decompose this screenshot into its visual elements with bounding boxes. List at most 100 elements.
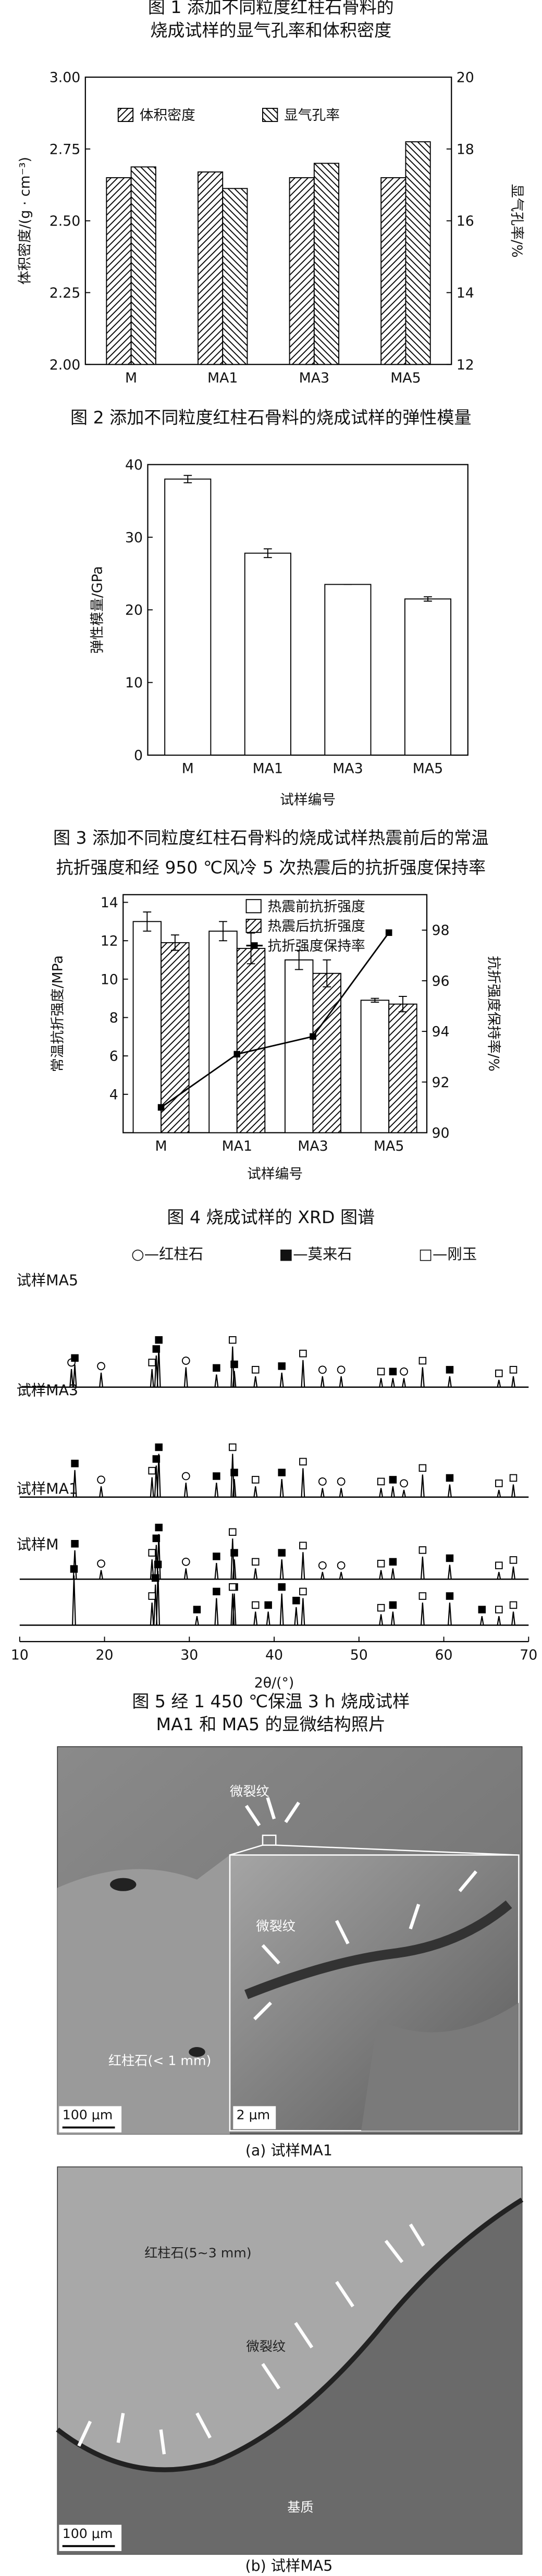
line bbox=[161, 932, 390, 1108]
phase-marker bbox=[278, 1549, 286, 1557]
bar bbox=[106, 177, 132, 365]
bar bbox=[244, 552, 291, 756]
peak bbox=[320, 1572, 325, 1580]
peak bbox=[497, 1572, 501, 1580]
y-axis-label: 常温抗折强度/MPa bbox=[50, 955, 66, 1072]
phase-marker bbox=[418, 1592, 427, 1600]
y2-tick-label: 20 bbox=[457, 70, 474, 86]
peak bbox=[390, 1568, 395, 1580]
peak bbox=[99, 1372, 103, 1387]
bar bbox=[380, 177, 406, 365]
phase-marker bbox=[97, 1559, 105, 1568]
phase-marker bbox=[252, 1366, 260, 1374]
line-marker bbox=[385, 929, 392, 936]
error-bar bbox=[323, 959, 331, 988]
phase-marker bbox=[337, 1365, 346, 1374]
caption: (a) 试样MA1 bbox=[245, 2142, 332, 2159]
chart-title: 图 1 添加不同粒度红柱石骨料的 bbox=[148, 0, 394, 17]
matrix bbox=[57, 2200, 522, 2555]
label: 基质 bbox=[287, 2500, 313, 2515]
peak bbox=[214, 1482, 219, 1497]
peak bbox=[156, 1453, 161, 1497]
error-bar bbox=[143, 911, 152, 932]
y-tick-label: 2.75 bbox=[50, 141, 81, 157]
peak bbox=[448, 1603, 452, 1625]
x-tick-label: M bbox=[182, 761, 194, 777]
fig5-title: MA1 和 MA5 的显微结构照片 bbox=[156, 1714, 386, 1734]
peak bbox=[72, 1364, 77, 1387]
y-tick-label: 6 bbox=[109, 1049, 118, 1065]
bar bbox=[404, 598, 452, 756]
chart-title: 图 2 添加不同粒度红柱石骨料的烧成试样的弹性模量 bbox=[70, 408, 471, 428]
phase-marker bbox=[97, 1362, 105, 1371]
peak bbox=[301, 1360, 305, 1387]
bar bbox=[388, 1003, 417, 1133]
peak bbox=[339, 1376, 343, 1387]
phase-marker bbox=[148, 1466, 156, 1475]
phase-marker bbox=[318, 1561, 327, 1570]
peak bbox=[279, 1372, 284, 1387]
phase-marker bbox=[509, 1601, 518, 1609]
y2-axis-label: 显气孔率/% bbox=[509, 184, 525, 258]
y2-tick-label: 90 bbox=[432, 1125, 449, 1141]
x-tick-label: MA5 bbox=[390, 370, 421, 386]
x-tick-label: M bbox=[125, 370, 137, 386]
phase-marker bbox=[155, 1443, 163, 1451]
bar bbox=[324, 584, 372, 756]
pore bbox=[189, 2047, 205, 2057]
phase-marker bbox=[418, 1464, 427, 1472]
peak bbox=[479, 1616, 484, 1625]
phase-marker bbox=[478, 1606, 486, 1613]
caption: (b) 试样MA5 bbox=[245, 2557, 333, 2574]
peak bbox=[420, 1603, 425, 1625]
scale-label: 2 μm bbox=[237, 2107, 270, 2123]
phase-marker bbox=[495, 1606, 503, 1613]
peak bbox=[253, 1486, 258, 1497]
plot-frame bbox=[122, 894, 428, 1133]
sample-label: 试样MA3 bbox=[16, 1382, 78, 1399]
peak bbox=[379, 1378, 384, 1387]
bar bbox=[360, 1000, 390, 1133]
phase-marker bbox=[278, 1583, 286, 1591]
peak bbox=[511, 1484, 515, 1497]
bar bbox=[312, 972, 341, 1133]
peak bbox=[214, 1563, 219, 1580]
label: 微裂纹 bbox=[256, 1918, 295, 1933]
chart-title: 抗折强度和经 950 ℃风冷 5 次热震后的抗折强度保持率 bbox=[56, 857, 486, 878]
crack bbox=[56, 2197, 524, 2472]
y-tick-label: 8 bbox=[109, 1010, 118, 1026]
phase-marker bbox=[299, 1542, 307, 1549]
legend-label: 体积密度 bbox=[140, 107, 195, 124]
bar bbox=[130, 166, 156, 365]
figures: 图 5 经 1 450 ℃保温 3 h 烧成试样 MA1 和 MA5 的显微结构… bbox=[11, 0, 538, 2574]
x-axis-label: 试样编号 bbox=[247, 1166, 303, 1182]
peak bbox=[294, 1607, 299, 1625]
phase-marker bbox=[389, 1476, 397, 1484]
phase-marker bbox=[97, 1475, 105, 1484]
phase-marker bbox=[495, 1370, 503, 1377]
chart-title: 图 3 添加不同粒度红柱石骨料的烧成试样热震前后的常温 bbox=[53, 828, 489, 848]
peak bbox=[253, 1376, 258, 1387]
y2-tick-label: 92 bbox=[432, 1075, 449, 1091]
phase-marker bbox=[337, 1561, 346, 1570]
peak bbox=[72, 1550, 77, 1580]
error-bar bbox=[170, 934, 179, 951]
legend-marker bbox=[251, 942, 258, 949]
x-tick-label: M bbox=[155, 1138, 167, 1154]
phase-marker bbox=[71, 1459, 79, 1468]
peak bbox=[230, 1346, 235, 1387]
y-tick-label: 0 bbox=[134, 747, 143, 763]
phase-marker bbox=[229, 1583, 237, 1591]
scale-bar bbox=[233, 2106, 276, 2129]
arrows bbox=[244, 1797, 477, 2020]
fig5-title: 图 5 经 1 450 ℃保温 3 h 烧成试样 bbox=[132, 1691, 410, 1711]
phase-marker bbox=[299, 1349, 307, 1358]
bar bbox=[405, 141, 431, 365]
sample-label: 试样MA5 bbox=[16, 1272, 78, 1289]
bar bbox=[208, 930, 238, 1133]
phase-marker bbox=[509, 1366, 518, 1374]
x-axis-label: 2θ/(°) bbox=[254, 1675, 294, 1691]
y2-tick-label: 12 bbox=[457, 357, 474, 373]
y2-tick-label: 98 bbox=[432, 922, 449, 939]
